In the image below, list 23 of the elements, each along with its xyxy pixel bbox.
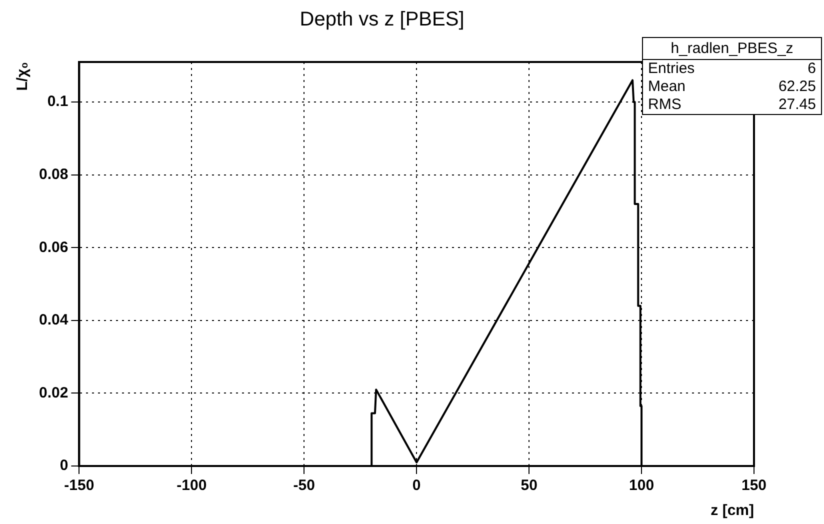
- y-tick-label: 0: [60, 457, 68, 474]
- text: 27.45: [778, 96, 816, 114]
- y-tick-label: 0.02: [38, 384, 68, 402]
- x-tick-label: -50: [293, 477, 315, 494]
- text: 62.25: [778, 78, 816, 96]
- text: h_radlen_PBES_z: [643, 38, 821, 60]
- annotation: Entries: [648, 60, 695, 78]
- annotation: Mean: [648, 78, 686, 96]
- x-tick-label: 100: [629, 477, 654, 494]
- y-axis-title: L/χ₀: [14, 62, 32, 91]
- annotation: RMS: [648, 96, 682, 114]
- y-tick-label: 0.06: [38, 238, 68, 256]
- x-tick-label: 0: [412, 477, 421, 494]
- y-tick-label: 0.08: [38, 166, 68, 183]
- y-tick-label: 0.04: [38, 312, 69, 329]
- x-axis-title: z [cm]: [710, 502, 754, 520]
- x-tick-label: 50: [520, 477, 538, 494]
- x-tick-label: -150: [64, 477, 94, 494]
- x-tick-label: 150: [741, 477, 767, 494]
- y-tick-label: 0.1: [47, 93, 68, 110]
- text: 6: [808, 60, 816, 78]
- chart-title: Depth vs z [PBES]: [300, 8, 464, 31]
- x-tick-label: -100: [176, 477, 207, 494]
